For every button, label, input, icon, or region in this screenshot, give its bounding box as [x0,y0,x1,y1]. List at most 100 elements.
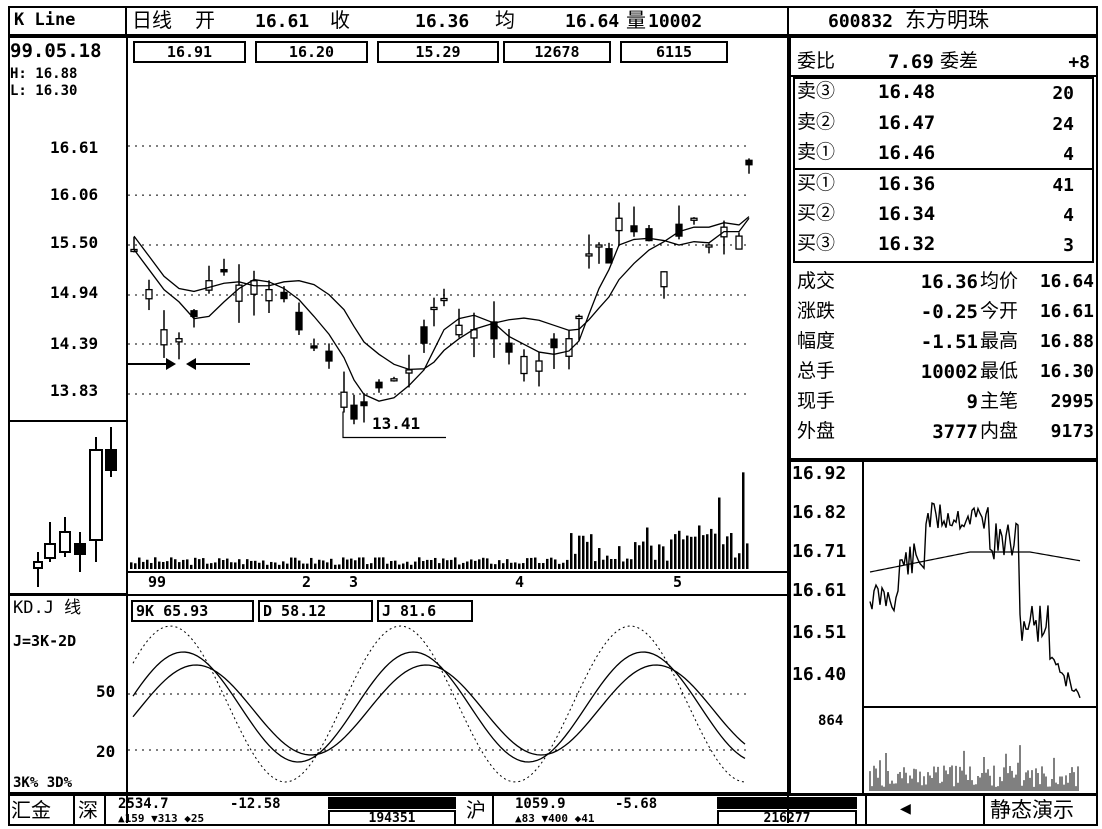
low-point-annotation: 13.41 [372,414,421,433]
volume-bar [146,559,149,569]
volume-bar [330,558,333,569]
volume-bar [550,557,553,569]
kdj-title[interactable]: KD.J 线 [13,598,82,618]
stat-value: 2995 [1050,391,1094,412]
weibi-label: 委比 [797,50,836,72]
divider [492,794,494,826]
candle-body [250,280,258,295]
candle-body [645,228,653,242]
volume-bar [594,561,597,569]
candle-body [430,306,438,311]
volume-bar [618,546,621,569]
buy-1-label: 买① [797,172,836,194]
stat-value: 16.64 [1039,271,1094,292]
close-label: 收 [330,8,350,32]
kdj-d-value: D 58.12 [258,600,373,622]
volume-bar [454,557,457,569]
x-tick-label: 3 [349,573,359,591]
stat-label: 今开 [980,300,1019,322]
volume-bar [566,559,569,569]
volume-bar [470,559,473,569]
buy-box [793,168,1094,263]
volume-bar [338,564,341,569]
volume-bar [498,560,501,569]
volume-bar [246,559,249,569]
volume-bar [406,561,409,569]
volume-bar [718,497,721,569]
candle-body [295,311,303,331]
sh-change: -5.68 [615,796,658,812]
stock-name: 东方明珠 [905,8,989,32]
left-arrow-icon[interactable]: ◀ [900,798,911,819]
ma-line-long [133,216,750,371]
volume-bar [746,543,749,569]
volume-bar [538,563,541,569]
volume-bar [634,542,637,569]
y-tick-label: 16.61 [50,138,99,157]
volume-bar [450,559,453,569]
y-tick-label: 15.50 [50,233,99,252]
stat-label: 外盘 [797,420,836,442]
tab-shenzhen[interactable]: 深 [78,798,98,822]
kdj-j-line [132,625,746,783]
stat-value: 9173 [1050,421,1094,442]
value-box: 12678 [503,41,611,63]
volume-bar [710,528,713,569]
volume-bar [442,558,445,569]
candle-body [595,244,603,248]
demo-mode-label[interactable]: 静态演示 [990,798,1074,822]
x-tick-label: 4 [515,573,525,591]
volume-bar [526,558,529,569]
value-box: 16.91 [133,41,246,63]
volume-bar [274,562,277,569]
volume-bar [742,472,745,569]
volume-bar [258,562,261,569]
volume-bar [706,534,709,569]
volume-bar [254,560,257,569]
candle-body [310,345,318,349]
divider [865,794,867,826]
volume-bar [206,563,209,569]
volume-bar [134,563,137,569]
volume-bar [162,561,165,569]
volume-bar [138,557,141,569]
volume-value: 10002 [648,11,703,32]
y-tick-label: 16.06 [50,185,99,204]
x-tick-label: 2 [302,573,312,591]
volume-bar [578,535,581,569]
candle-body [420,326,428,344]
volume-bar [174,559,177,569]
volume-bar [666,560,669,569]
kdj-y-tick: 20 [96,742,116,761]
volume-bar [354,560,357,569]
kdj-d-line [132,664,746,756]
k-line-mode-label[interactable]: K Line [14,10,76,30]
volume-bar [250,560,253,569]
y-tick-label: 14.94 [50,283,99,302]
tab-huijin[interactable]: 汇金 [11,798,51,822]
candle-body [160,329,168,346]
candle-body [440,297,448,302]
volume-bar [730,533,733,569]
volume-bar [198,559,201,569]
candle-body [675,223,683,237]
sell-2-price: 16.47 [878,112,936,134]
volume-bar [318,559,321,569]
sell-2-label: 卖② [797,111,836,133]
volume-bar [190,564,193,569]
period-label[interactable]: 日线 [132,8,172,32]
volume-bar [714,533,717,569]
volume-bar [210,563,213,569]
stat-value: 9 [966,391,978,413]
volume-bar [558,563,561,569]
quote-frame [789,36,1098,460]
volume-bar [430,559,433,569]
tab-shanghai[interactable]: 沪 [466,798,486,822]
kdj-line-chart [128,625,748,783]
arrow-left-head [186,358,196,370]
candle-body [615,217,623,232]
candle-body [575,315,583,320]
volume-bar [646,527,649,569]
low-label: L: 16.30 [10,83,78,99]
volume-bar [662,546,665,569]
